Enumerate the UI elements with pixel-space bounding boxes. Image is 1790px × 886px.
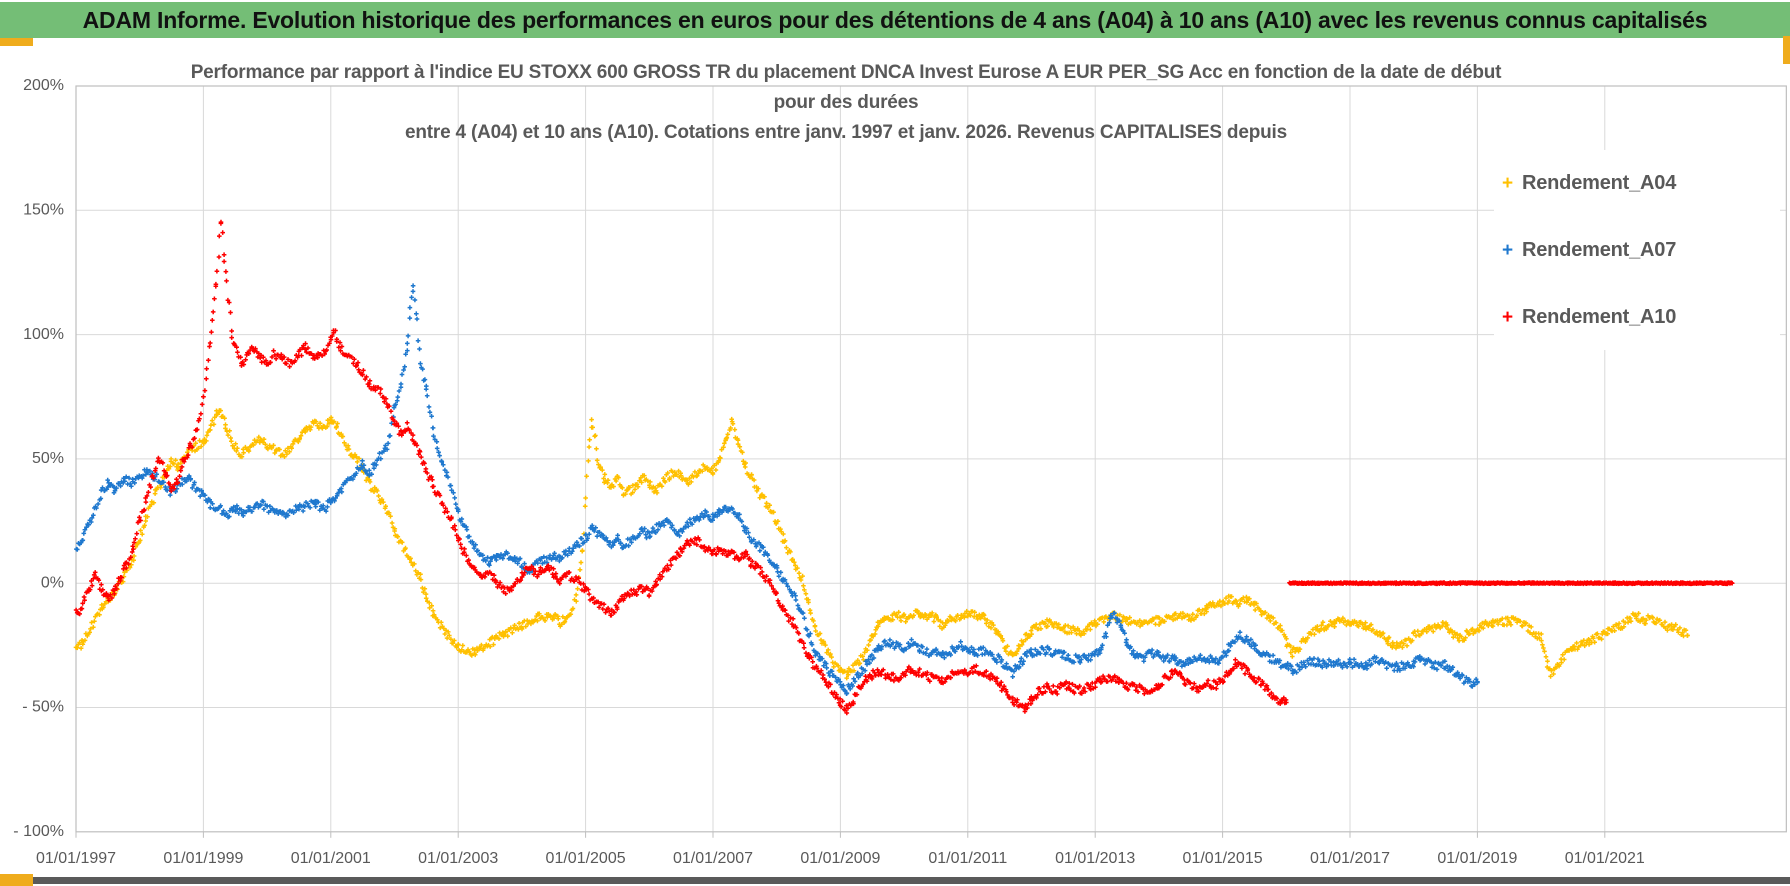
plus-marker-icon-a10: + xyxy=(1502,306,1514,328)
gold-accent-bottom-left xyxy=(0,874,33,886)
y-axis-label: 0% xyxy=(41,574,64,591)
y-axis-label: 150% xyxy=(23,202,64,219)
legend-label-a04: Rendement_A04 xyxy=(1522,172,1677,194)
report-header-title: ADAM Informe. Evolution historique des p… xyxy=(82,6,1708,33)
x-axis-label: 01/01/2015 xyxy=(1183,850,1263,867)
x-axis-label: 01/01/2017 xyxy=(1310,850,1390,867)
legend-box xyxy=(1494,150,1780,350)
series-points-rendement_a10 xyxy=(73,219,1289,716)
x-axis-label: 01/01/2003 xyxy=(418,850,498,867)
bottom-bar xyxy=(33,877,1790,884)
series-points-rendement_a07 xyxy=(74,283,1480,696)
legend-label-a07: Rendement_A07 xyxy=(1522,239,1677,261)
legend-item-a07[interactable]: + Rendement_A07 xyxy=(1502,217,1782,284)
legend: + Rendement_A04 + Rendement_A07 + Rendem… xyxy=(1502,150,1782,351)
plus-marker-icon-a04: + xyxy=(1502,172,1514,194)
legend-item-a04[interactable]: + Rendement_A04 xyxy=(1502,150,1782,217)
y-axis-label: - 100% xyxy=(13,823,64,840)
x-axis-label: 01/01/2021 xyxy=(1565,850,1645,867)
gold-accent-top-left xyxy=(0,38,33,46)
series-points-rendement_a04 xyxy=(73,408,1690,681)
series-zero-points-rendement_a10 xyxy=(1287,580,1735,587)
gold-accent-right xyxy=(1783,36,1790,64)
x-axis-label: 01/01/2007 xyxy=(673,850,753,867)
plot-border xyxy=(75,85,1787,833)
x-axis-label: 01/01/1997 xyxy=(36,850,116,867)
y-axis-label: - 50% xyxy=(22,699,64,716)
x-axis-label: 01/01/2011 xyxy=(928,850,1007,867)
report-header: ADAM Informe. Evolution historique des p… xyxy=(0,2,1790,38)
x-axis-label: 01/01/2009 xyxy=(800,850,880,867)
legend-label-a10: Rendement_A10 xyxy=(1522,306,1677,328)
y-axis-label: 100% xyxy=(23,326,64,343)
x-axis-label: 01/01/2019 xyxy=(1437,850,1517,867)
y-axis-label: 200% xyxy=(23,77,64,94)
x-axis-label: 01/01/2005 xyxy=(546,850,626,867)
legend-item-a10[interactable]: + Rendement_A10 xyxy=(1502,284,1782,351)
x-axis-label: 01/01/1999 xyxy=(163,850,243,867)
plus-marker-icon-a07: + xyxy=(1502,239,1514,261)
x-axis-label: 01/01/2013 xyxy=(1055,850,1135,867)
x-axis-label: 01/01/2001 xyxy=(291,850,371,867)
y-axis-label: 50% xyxy=(32,450,64,467)
